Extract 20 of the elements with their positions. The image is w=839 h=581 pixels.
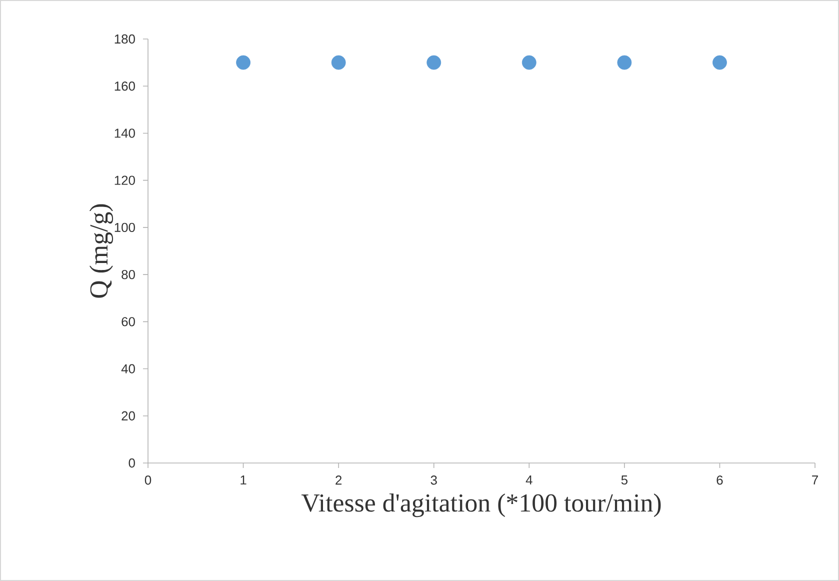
x-axis-title: Vitesse d'agitation (*100 tour/min) bbox=[301, 494, 661, 518]
y-tick-label: 160 bbox=[114, 82, 135, 91]
x-tick-label: 4 bbox=[526, 476, 532, 484]
y-tick-label: 140 bbox=[114, 128, 135, 138]
y-tick-label: 180 bbox=[114, 34, 135, 44]
x-tick-label: 5 bbox=[621, 476, 628, 485]
y-tick-label: 40 bbox=[121, 364, 135, 374]
x-tick-label: 0 bbox=[144, 476, 152, 485]
y-tick-label: 120 bbox=[114, 176, 135, 185]
x-tick-label: 1 bbox=[240, 476, 246, 484]
y-tick-label: 80 bbox=[122, 270, 135, 280]
y-tick-label: 100 bbox=[114, 222, 135, 232]
y-tick-label: 60 bbox=[122, 317, 135, 326]
y-axis-title: Q (mg/g) bbox=[89, 204, 114, 298]
x-tick-label: 7 bbox=[812, 476, 818, 484]
y-tick-label: 20 bbox=[122, 411, 135, 420]
x-tick-label: 6 bbox=[716, 476, 723, 485]
x-tick-label: 2 bbox=[336, 476, 342, 485]
x-tick-label: 3 bbox=[430, 476, 437, 485]
y-tick-label: 0 bbox=[128, 458, 135, 468]
